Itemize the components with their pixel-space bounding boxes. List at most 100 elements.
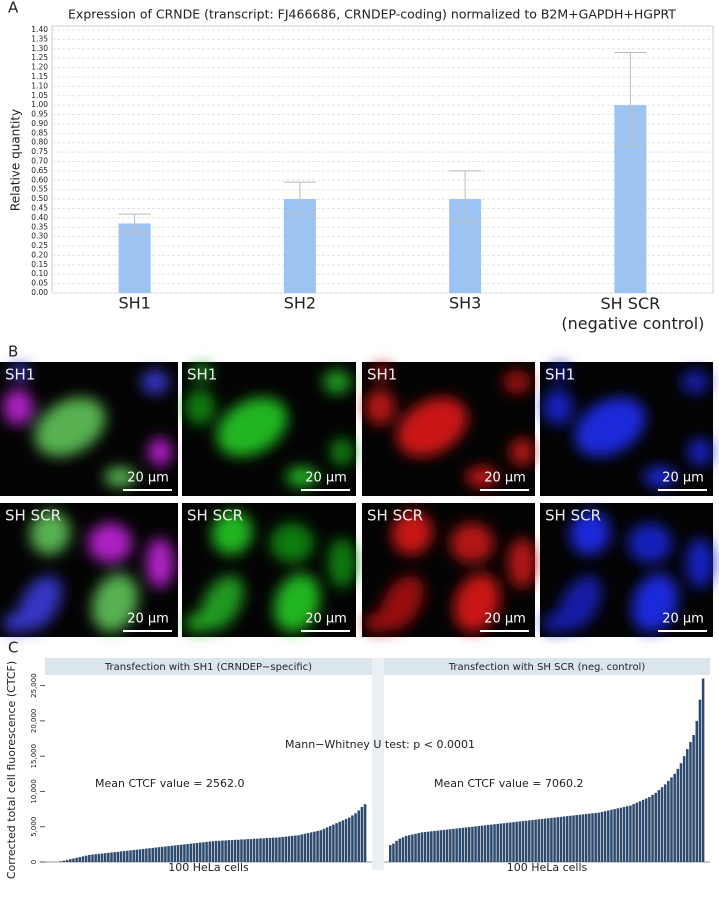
bar [97,853,101,862]
bar [591,813,594,862]
cell [185,613,209,633]
bar [110,852,113,862]
bar [389,845,392,862]
y-tick-label: 1.10 [31,81,48,90]
bar [553,817,556,862]
bar [638,801,642,862]
bar [354,813,357,862]
bar [252,838,256,862]
bar [679,763,683,862]
cell [503,370,531,394]
bar [151,847,154,862]
bar [351,815,354,862]
bar [660,787,664,862]
bar [306,833,310,862]
bar [309,832,313,862]
bar [426,831,430,862]
bar [278,837,281,862]
bar [328,826,332,862]
bar [237,839,240,862]
bar [262,838,265,862]
panel-letter: B [8,343,18,361]
bar [562,816,566,862]
bar [480,825,484,862]
cell [688,438,712,466]
y-tick-label: 0.35 [31,222,48,231]
facet-strip [384,658,710,675]
bar [284,836,288,862]
bar [644,798,648,862]
scale-bar-label: 20 µm [305,612,347,627]
y-axis-label: Corrected total cell fluorescence (CTCF) [5,661,18,879]
bar [629,805,632,862]
bar [543,818,547,862]
bar [208,841,212,862]
y-tick-label: 0 [30,860,38,864]
bar [138,849,142,862]
bar [62,860,66,862]
bar [411,834,414,862]
bar [300,834,303,862]
bar [619,807,623,862]
cell [686,538,714,588]
y-axis-label: Relative quantity [9,109,23,211]
y-tick-label: 0.20 [31,250,48,259]
bar [392,843,395,862]
y-tick-label: 0.45 [31,203,48,212]
bar [132,850,135,862]
y-tick-label: 0.25 [31,241,48,250]
bar [603,811,607,862]
bar [588,813,591,862]
x-tick-label: SH3 [449,294,481,313]
bar [316,830,319,862]
y-tick-label: 1.40 [31,25,48,34]
bar [335,823,338,862]
y-tick-label: 15,000 [30,744,38,769]
cell [88,523,132,563]
bar [493,824,496,862]
bar [78,857,82,862]
bar [246,839,250,862]
image-label: SH SCR [367,507,423,525]
bar [189,843,193,862]
y-tick-label: 20,000 [30,709,38,734]
scale-bar-label: 20 µm [127,612,169,627]
bar [445,829,449,862]
bar [616,808,620,862]
cells [3,364,172,487]
bar [417,833,420,862]
image-label: SH SCR [5,507,61,525]
y-tick-label: 10,000 [30,779,38,804]
cells [3,511,174,633]
bar [521,821,525,862]
cells [365,511,536,633]
bar [578,814,582,862]
bar [436,830,439,862]
image-label: SH SCR [545,507,601,525]
bar [338,821,342,862]
bar [651,794,654,862]
bar [211,841,215,862]
bar [496,823,499,862]
panel-letter: A [8,0,19,17]
bar [565,816,569,862]
bar [474,826,477,862]
bar [575,815,578,862]
cell [185,389,215,425]
bar [126,850,129,862]
bar [100,853,104,862]
bar [94,854,97,862]
bar [559,816,563,862]
bar [91,854,94,862]
bar [698,699,702,862]
bar [667,780,670,862]
bar [423,832,427,862]
y-tick-label: 1.35 [31,34,48,43]
bar [116,851,120,862]
bar [160,846,164,862]
scale-bar-label: 20 µm [127,471,169,486]
y-tick-label: 0.75 [31,147,48,156]
cell [628,523,672,563]
bar [103,853,107,862]
bar [613,809,616,862]
